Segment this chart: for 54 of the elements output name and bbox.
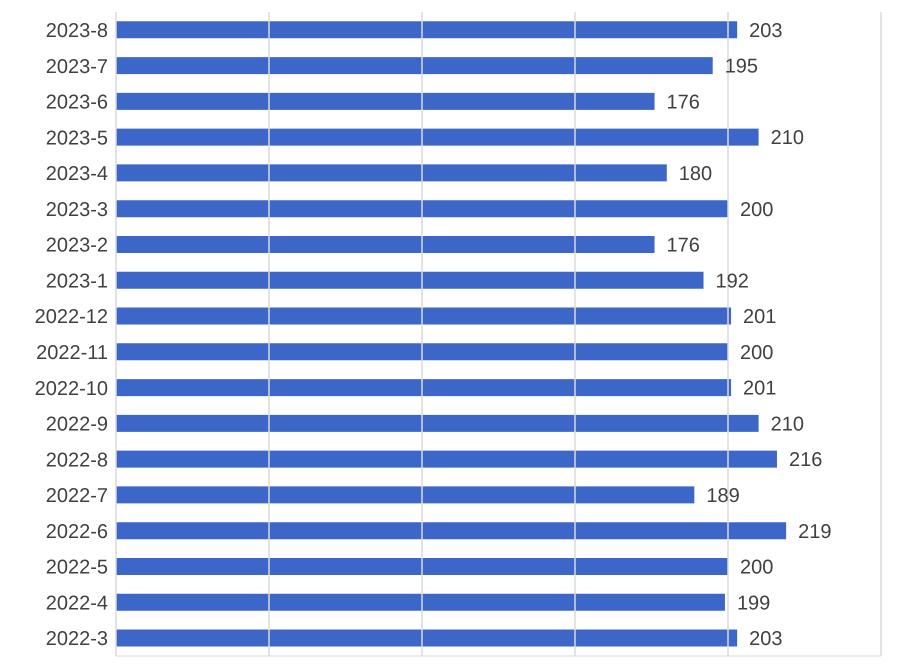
data-label: 176	[666, 234, 700, 257]
y-tick-label: 2022-8	[46, 449, 108, 472]
bar	[116, 57, 713, 74]
y-tick-label: 2023-2	[46, 234, 108, 257]
y-tick-label: 2023-8	[46, 20, 108, 42]
data-label: 203	[749, 628, 783, 650]
bar	[116, 272, 704, 289]
bar	[116, 21, 738, 38]
y-tick-label: 2022-5	[46, 556, 108, 579]
data-label: 210	[770, 127, 804, 150]
data-label: 200	[740, 198, 774, 221]
data-label: 203	[749, 20, 783, 42]
data-label: 216	[788, 449, 822, 472]
bar	[116, 379, 732, 396]
y-tick-label: 2022-7	[46, 485, 108, 508]
bar	[116, 594, 725, 611]
y-tick-label: 2023-7	[46, 56, 108, 78]
y-tick-label: 2023-6	[46, 92, 108, 114]
data-label: 201	[743, 378, 776, 400]
y-tick-label: 2022-6	[46, 520, 108, 543]
bar	[116, 558, 728, 575]
bar	[116, 522, 786, 540]
bar	[116, 92, 655, 110]
bar	[116, 236, 655, 253]
y-tick-label: 2022-10	[34, 378, 108, 400]
bar	[116, 308, 732, 325]
bar	[116, 343, 728, 360]
bar	[116, 630, 738, 647]
bar	[116, 414, 759, 432]
data-label: 192	[716, 270, 749, 292]
data-label: 219	[798, 520, 832, 543]
data-label: 200	[740, 556, 774, 579]
y-tick-label: 2022-3	[46, 628, 108, 650]
y-tick-label: 2022-12	[34, 306, 108, 328]
y-tick-label: 2023-5	[46, 127, 108, 150]
data-label: 180	[678, 163, 712, 186]
y-tick-label: 2023-3	[46, 198, 108, 221]
bar	[116, 128, 759, 146]
data-label: 210	[770, 413, 804, 436]
data-label: 200	[740, 342, 774, 364]
y-tick-label: 2022-11	[36, 342, 108, 364]
data-label: 189	[706, 485, 740, 508]
data-label: 195	[724, 56, 758, 78]
y-tick-label: 2022-9	[46, 414, 108, 436]
bar	[116, 450, 777, 468]
y-tick-label: 2022-4	[46, 592, 108, 614]
bar	[116, 200, 728, 218]
y-tick-label: 2023-4	[46, 163, 108, 186]
bar	[116, 486, 694, 504]
bar	[116, 164, 667, 182]
y-tick-label: 2023-1	[46, 270, 108, 292]
data-label: 201	[743, 306, 776, 328]
data-label: 176	[666, 91, 700, 114]
data-label: 199	[736, 592, 770, 614]
